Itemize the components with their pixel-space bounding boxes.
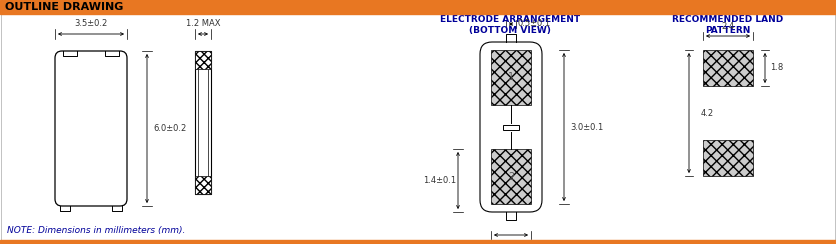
Bar: [195, 51, 211, 69]
Text: ELECTRODE ARRANGEMENT
(BOTTOM VIEW): ELECTRODE ARRANGEMENT (BOTTOM VIEW): [440, 15, 580, 35]
Bar: [0, 240, 836, 244]
Text: 3.0±0.1: 3.0±0.1: [570, 122, 604, 132]
Bar: [703, 50, 753, 86]
Text: OUTLINE DRAWING: OUTLINE DRAWING: [5, 2, 124, 12]
Text: 3.5±0.2: 3.5±0.2: [74, 19, 108, 28]
Text: 1.8: 1.8: [770, 63, 783, 72]
Text: 2: 2: [508, 172, 514, 182]
Text: 1.2 MAX: 1.2 MAX: [186, 19, 220, 28]
Bar: [703, 140, 753, 176]
Text: 0.5±0.1: 0.5±0.1: [518, 19, 551, 28]
Text: 4.2: 4.2: [701, 109, 714, 118]
Text: RECOMMENDED LAND
PATTERN: RECOMMENDED LAND PATTERN: [672, 15, 783, 35]
Text: 1: 1: [508, 72, 514, 82]
Bar: [195, 51, 211, 194]
Text: 2.0±0.1: 2.0±0.1: [494, 240, 528, 244]
Bar: [0, 0, 836, 14]
Bar: [195, 176, 211, 194]
Bar: [503, 124, 519, 130]
Bar: [491, 50, 531, 105]
Text: 2.4: 2.4: [721, 22, 735, 31]
Text: 6.0±0.2: 6.0±0.2: [153, 124, 186, 133]
Text: 1.4±0.1: 1.4±0.1: [423, 176, 456, 185]
Text: NOTE: Dimensions in millimeters (mm).: NOTE: Dimensions in millimeters (mm).: [7, 225, 186, 234]
Bar: [491, 149, 531, 204]
